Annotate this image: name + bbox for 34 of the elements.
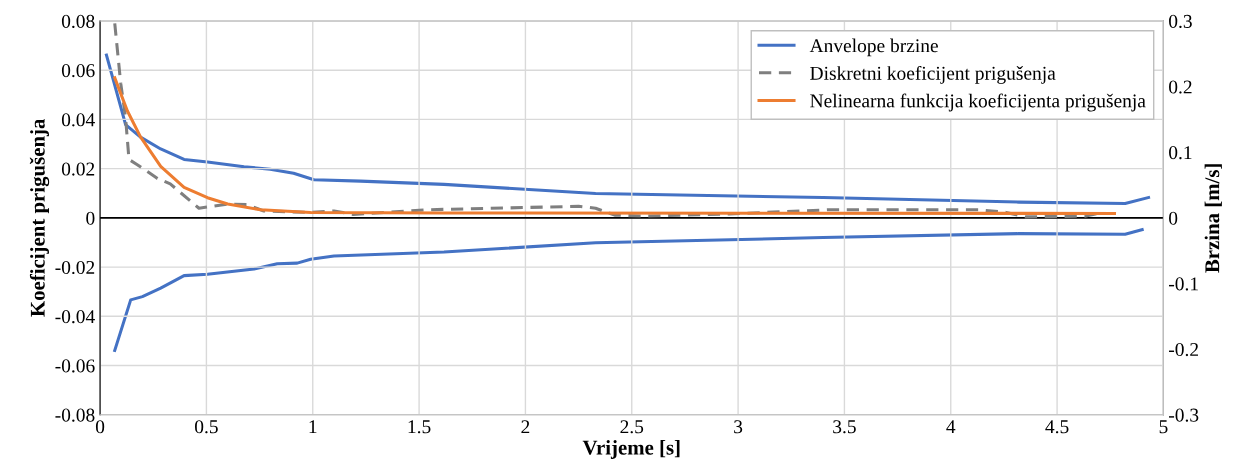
y-tick-label: 0.06 [61, 64, 95, 78]
y-tick-label: 0 [86, 211, 95, 225]
y-tick-label: 0.04 [61, 113, 95, 127]
y2-tick-label: 0 [1169, 211, 1178, 225]
y2-axis-title: Brzina [m/s] [1204, 164, 1222, 273]
y-tick-label: -0.06 [55, 359, 95, 373]
x-tick-label: 3.5 [833, 420, 856, 434]
legend-label: Anvelope brzine [809, 38, 938, 57]
y-tick-label: 0.02 [61, 162, 95, 176]
x-tick-label: 0.5 [195, 420, 218, 434]
y2-tick-label: 0.1 [1169, 146, 1192, 160]
legend-label: Diskretni koeficijent prigušenja [810, 65, 1056, 84]
y2-tick-label: -0.3 [1169, 408, 1199, 422]
x-axis-title: Vrijeme [s] [582, 440, 680, 459]
y2-tick-label: -0.2 [1169, 342, 1198, 357]
legend-label: Nelinearna funkcija koeficijenta prigušenja [810, 93, 1146, 112]
x-tick-label: 5 [1159, 420, 1168, 434]
y-axis-title: Koeficijent prigušenja [29, 118, 50, 317]
x-tick-label: 1.5 [408, 420, 431, 434]
y2-tick-label: -0.1 [1169, 277, 1198, 291]
y2-tick-label: 0.3 [1169, 14, 1192, 28]
x-tick-label: 4 [946, 420, 956, 434]
line-series [113, 228, 1144, 352]
y-tick-label: -0.04 [55, 310, 95, 324]
y-tick-label: -0.02 [55, 260, 95, 275]
x-tick-label: 4.5 [1045, 420, 1069, 434]
x-tick-label: 2.5 [620, 420, 644, 434]
y-tick-label: -0.08 [55, 408, 95, 422]
y2-tick-label: 0.2 [1169, 80, 1192, 94]
y-tick-label: 0.08 [61, 14, 95, 28]
x-tick-label: 0 [95, 420, 105, 434]
x-tick-label: 3 [734, 420, 743, 434]
x-tick-label: 1 [309, 420, 317, 434]
x-tick-label: 2 [521, 420, 530, 434]
